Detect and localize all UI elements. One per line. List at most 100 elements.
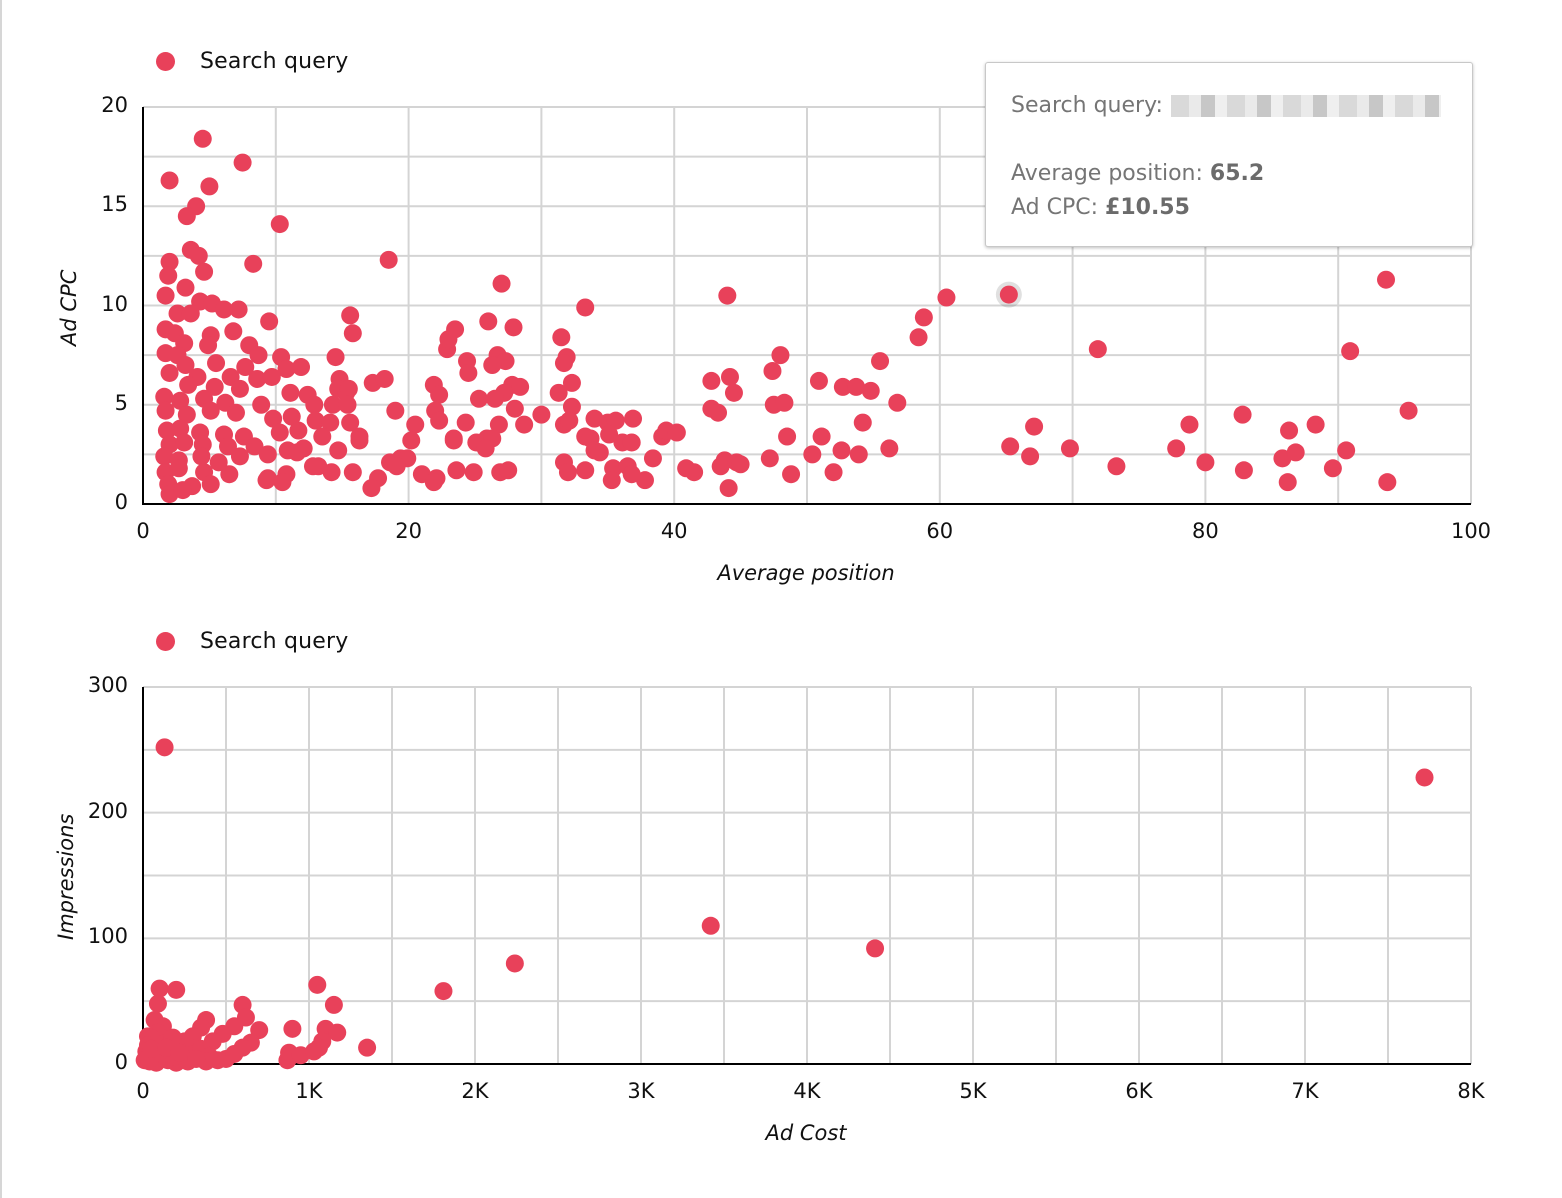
data-point[interactable] bbox=[576, 461, 595, 480]
data-point[interactable] bbox=[447, 461, 466, 480]
data-point[interactable] bbox=[1234, 461, 1253, 480]
data-point[interactable] bbox=[305, 395, 324, 414]
data-point[interactable] bbox=[249, 346, 268, 365]
data-point[interactable] bbox=[245, 437, 264, 456]
data-point[interactable] bbox=[343, 324, 362, 343]
data-point[interactable] bbox=[809, 371, 828, 390]
data-point[interactable] bbox=[205, 377, 224, 396]
data-point[interactable] bbox=[778, 427, 797, 446]
data-point[interactable] bbox=[459, 363, 478, 382]
data-point[interactable] bbox=[1060, 439, 1079, 458]
data-point[interactable] bbox=[281, 383, 300, 402]
data-point[interactable] bbox=[169, 459, 188, 478]
data-point[interactable] bbox=[362, 479, 381, 498]
data-point[interactable] bbox=[170, 1043, 189, 1062]
data-point[interactable] bbox=[731, 455, 750, 474]
data-point[interactable] bbox=[273, 473, 292, 492]
data-point[interactable] bbox=[201, 475, 220, 494]
data-point[interactable] bbox=[576, 298, 595, 317]
data-point[interactable] bbox=[160, 252, 179, 271]
data-point[interactable] bbox=[323, 395, 342, 414]
data-point[interactable] bbox=[156, 286, 175, 305]
data-point[interactable] bbox=[379, 250, 398, 269]
data-point[interactable] bbox=[375, 369, 394, 388]
data-point[interactable] bbox=[289, 421, 308, 440]
data-point[interactable] bbox=[292, 358, 311, 377]
data-point[interactable] bbox=[338, 395, 357, 414]
data-point[interactable] bbox=[606, 411, 625, 430]
data-point[interactable] bbox=[233, 153, 252, 172]
data-point[interactable] bbox=[709, 403, 728, 422]
data-point[interactable] bbox=[150, 979, 169, 998]
data-point[interactable] bbox=[168, 304, 187, 323]
data-point[interactable] bbox=[177, 207, 196, 226]
data-point[interactable] bbox=[1167, 439, 1186, 458]
data-point[interactable] bbox=[782, 465, 801, 484]
data-point[interactable] bbox=[511, 377, 530, 396]
data-point[interactable] bbox=[252, 395, 271, 414]
data-point[interactable] bbox=[476, 439, 495, 458]
data-point[interactable] bbox=[444, 429, 463, 448]
data-point[interactable] bbox=[258, 445, 277, 464]
data-point[interactable] bbox=[270, 423, 289, 442]
data-point[interactable] bbox=[554, 354, 573, 373]
data-point[interactable] bbox=[1377, 270, 1396, 289]
data-point[interactable] bbox=[173, 481, 192, 500]
data-point[interactable] bbox=[277, 360, 296, 379]
data-point[interactable] bbox=[155, 738, 174, 757]
data-point[interactable] bbox=[167, 980, 186, 999]
data-point[interactable] bbox=[485, 389, 504, 408]
data-point[interactable] bbox=[341, 306, 360, 325]
data-point[interactable] bbox=[1278, 473, 1297, 492]
data-point[interactable] bbox=[386, 401, 405, 420]
data-point[interactable] bbox=[270, 215, 289, 234]
data-point[interactable] bbox=[313, 427, 332, 446]
data-point[interactable] bbox=[515, 415, 534, 434]
data-point[interactable] bbox=[192, 447, 211, 466]
data-point[interactable] bbox=[324, 995, 343, 1014]
data-point[interactable] bbox=[853, 413, 872, 432]
data-point[interactable] bbox=[1399, 401, 1418, 420]
data-point[interactable] bbox=[760, 449, 779, 468]
data-point[interactable] bbox=[264, 409, 283, 428]
data-point[interactable] bbox=[803, 445, 822, 464]
data-point[interactable] bbox=[179, 375, 198, 394]
data-point[interactable] bbox=[282, 407, 301, 426]
data-point[interactable] bbox=[244, 254, 263, 273]
data-point[interactable] bbox=[201, 401, 220, 420]
data-point[interactable] bbox=[763, 362, 782, 381]
data-point[interactable] bbox=[600, 425, 619, 444]
data-point[interactable] bbox=[148, 994, 167, 1013]
data-point[interactable] bbox=[702, 371, 721, 390]
data-point[interactable] bbox=[635, 471, 654, 490]
data-point[interactable] bbox=[560, 411, 579, 430]
data-point[interactable] bbox=[622, 433, 641, 452]
data-point[interactable] bbox=[1306, 415, 1325, 434]
data-point[interactable] bbox=[207, 354, 226, 373]
data-point[interactable] bbox=[464, 463, 483, 482]
data-point[interactable] bbox=[643, 449, 662, 468]
data-point[interactable] bbox=[321, 413, 340, 432]
data-point[interactable] bbox=[505, 954, 524, 973]
data-point[interactable] bbox=[718, 286, 737, 305]
data-point[interactable] bbox=[189, 246, 208, 265]
data-point[interactable] bbox=[562, 373, 581, 392]
data-point[interactable] bbox=[504, 318, 523, 337]
data-point[interactable] bbox=[667, 423, 686, 442]
data-point[interactable] bbox=[439, 330, 458, 349]
data-point[interactable] bbox=[562, 397, 581, 416]
data-point[interactable] bbox=[549, 383, 568, 402]
data-point[interactable] bbox=[229, 300, 248, 319]
data-point[interactable] bbox=[914, 308, 933, 327]
data-point[interactable] bbox=[260, 312, 279, 331]
data-point[interactable] bbox=[1280, 421, 1299, 440]
data-point[interactable] bbox=[479, 312, 498, 331]
data-point[interactable] bbox=[230, 447, 249, 466]
data-point[interactable] bbox=[200, 177, 219, 196]
data-point[interactable] bbox=[181, 304, 200, 323]
chart2-legend[interactable]: Search query bbox=[156, 629, 348, 654]
data-point[interactable] bbox=[909, 328, 928, 347]
data-point[interactable] bbox=[1025, 417, 1044, 436]
data-point[interactable] bbox=[350, 431, 369, 450]
data-point[interactable] bbox=[225, 1044, 244, 1063]
